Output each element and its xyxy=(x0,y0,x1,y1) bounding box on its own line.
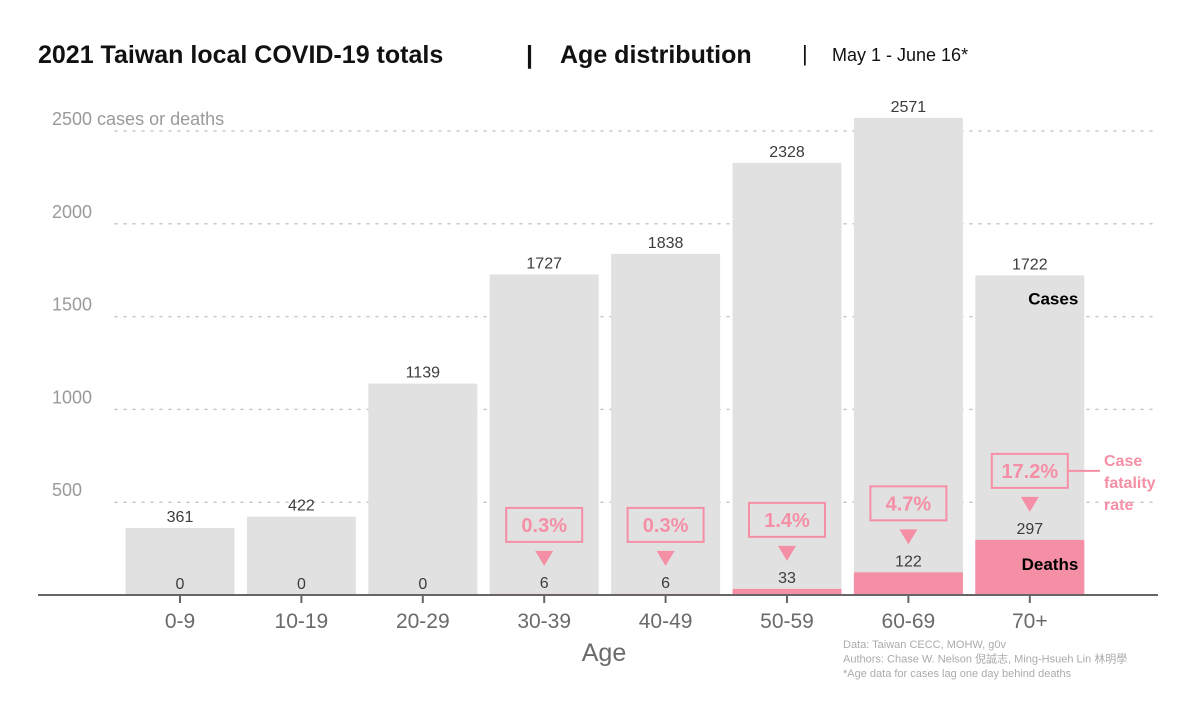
date-range: May 1 - June 16* xyxy=(832,45,968,65)
cases-value-label-50-59: 2328 xyxy=(769,144,805,161)
cases-value-label-30-39: 1727 xyxy=(526,255,562,272)
x-tick-label-20-29: 20-29 xyxy=(396,610,450,633)
fatality-rate-value-40-49: 0.3% xyxy=(643,515,689,537)
y-tick-label-1000: 1000 xyxy=(52,387,92,407)
x-tick-label-70+: 70+ xyxy=(1012,610,1048,633)
deaths-value-label-30-39: 6 xyxy=(540,575,549,592)
fatality-rate-value-50-59: 1.4% xyxy=(764,510,810,532)
footnote-3: *Age data for cases lag one day behind d… xyxy=(843,668,1072,680)
date-range-separator: | xyxy=(802,41,808,66)
cases-bar-40-49 xyxy=(611,253,721,596)
deaths-value-label-60-69: 122 xyxy=(895,553,922,570)
fatality-arrow-70+ xyxy=(1020,496,1039,512)
x-tick-label-40-49: 40-49 xyxy=(639,610,693,633)
deaths-value-label-50-59: 33 xyxy=(778,570,796,587)
fatality-annotations: 0.3% 0.3% 1.4% 4.7% 17.2% Case fatality rate xyxy=(505,452,1156,566)
fatality-side-label-line-1: Case xyxy=(1104,453,1142,470)
fatality-rate-box-30-39 xyxy=(505,506,584,543)
cases-value-label-40-49: 1838 xyxy=(648,235,684,252)
fatality-rate-value-30-39: 0.3% xyxy=(521,515,567,537)
y-tick-label-500: 500 xyxy=(52,480,82,500)
deaths-bar-70+ xyxy=(975,539,1085,595)
chart-header: 2021 Taiwan local COVID-19 totals | Age … xyxy=(38,41,968,69)
deaths-value-label-0-9: 0 xyxy=(176,576,185,593)
fatality-side-label-line-2: fatality xyxy=(1104,475,1156,492)
title-separator: | xyxy=(526,41,533,69)
cases-value-label-20-29: 1139 xyxy=(406,365,441,382)
footnote-2: Authors: Chase W. Nelson 倪誠志, Ming-Hsueh… xyxy=(843,652,1127,666)
cases-bar-20-29 xyxy=(368,383,478,595)
fatality-rate-box-40-49 xyxy=(626,506,705,543)
cases-bar-50-59 xyxy=(732,162,842,595)
x-tick-label-10-19: 10-19 xyxy=(275,610,329,633)
fatality-arrow-50-59 xyxy=(778,545,796,561)
bars xyxy=(125,117,1085,596)
fatality-arrow-60-69 xyxy=(899,529,918,545)
cases-value-label-0-9: 361 xyxy=(167,509,194,526)
x-tick-label-60-69: 60-69 xyxy=(882,610,936,633)
fatality-rate-box-60-69 xyxy=(869,485,948,522)
legend-deaths-label: Deaths xyxy=(1022,555,1079,574)
chart-subtitle: Age distribution xyxy=(560,41,752,69)
deaths-value-label-70+: 297 xyxy=(1016,521,1043,538)
fatality-rate-box-50-59 xyxy=(748,501,826,538)
x-tick-label-50-59: 50-59 xyxy=(760,610,814,633)
bar-labels: 361 0 422 0 1139 0 1727 6 1838 6 2328 33 2571 122 1722… xyxy=(167,99,1079,593)
fatality-rate-value-60-69: 4.7% xyxy=(886,493,932,515)
cases-value-label-10-19: 422 xyxy=(288,498,315,515)
fatality-arrow-40-49 xyxy=(656,550,675,566)
legend-cases-label: Cases xyxy=(1028,289,1078,308)
chart-title: 2021 Taiwan local COVID-19 totals xyxy=(38,41,443,69)
cases-value-label-70+: 1722 xyxy=(1012,256,1048,273)
y-tick-label-1500: 1500 xyxy=(52,295,92,315)
x-axis-title: Age xyxy=(582,639,626,667)
deaths-value-label-10-19: 0 xyxy=(297,576,306,593)
cases-bar-0-9 xyxy=(125,527,235,595)
x-tick-label-0-9: 0-9 xyxy=(165,610,195,633)
deaths-value-label-40-49: 6 xyxy=(661,575,670,592)
deaths-value-label-20-29: 0 xyxy=(418,576,427,593)
fatality-rate-value-70+: 17.2% xyxy=(1001,461,1058,483)
deaths-bar-50-59 xyxy=(732,588,842,595)
fatality-arrow-30-39 xyxy=(535,550,554,566)
x-tick-label-30-39: 30-39 xyxy=(517,610,571,633)
axes: 0-9 10-19 20-29 30-39 40-49 50-59 60-69 70+ xyxy=(38,594,1158,633)
cases-value-label-60-69: 2571 xyxy=(891,99,927,116)
fatality-side-label-line-3: rate xyxy=(1104,497,1133,514)
cases-bar-10-19 xyxy=(246,516,356,595)
y-tick-label-2500: 2500 cases or deaths xyxy=(52,109,224,129)
footnote-1: Data: Taiwan CECC, MOHW, g0v xyxy=(843,639,1007,651)
cases-bar-30-39 xyxy=(489,274,599,595)
y-tick-label-2000: 2000 xyxy=(52,202,92,222)
cases-bar-60-69 xyxy=(853,117,963,596)
deaths-bar-60-69 xyxy=(853,572,963,595)
